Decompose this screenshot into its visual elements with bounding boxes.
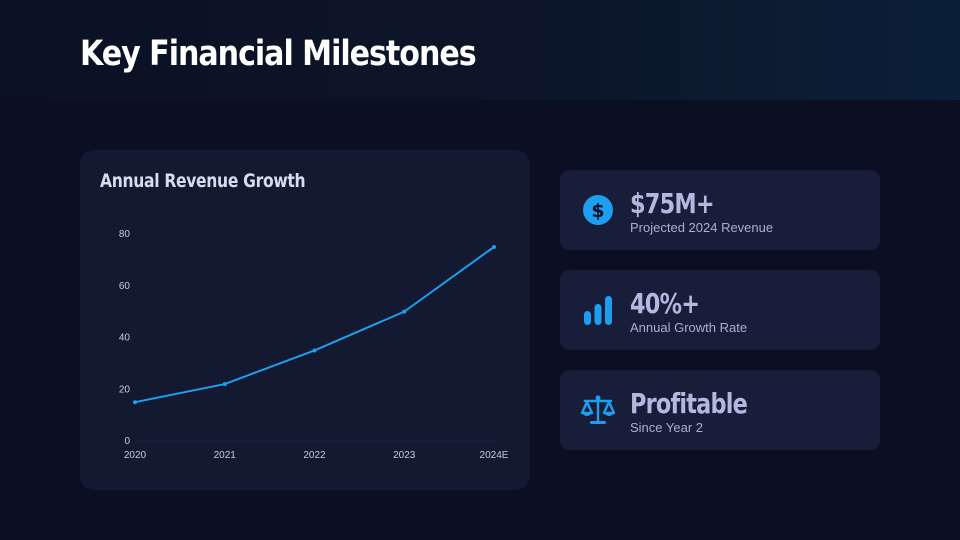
stat-value: $75M+ (630, 187, 715, 220)
data-point (402, 309, 407, 314)
x-tick-label: 2023 (393, 450, 416, 461)
revenue-chart-card: Annual Revenue Growth 0 20 40 60 80 2020 2021 2… (80, 150, 530, 490)
y-tick-label: 40 (119, 333, 131, 344)
svg-text:$: $ (591, 200, 604, 222)
x-tick-label: 2024E (480, 450, 509, 461)
balance-scale-icon (580, 395, 616, 424)
stat-card-growth: 40%+ Annual Growth Rate (560, 270, 880, 350)
x-tick-label: 2020 (124, 450, 147, 461)
dollar-circle-icon: $ (583, 195, 613, 225)
stat-card-revenue: $ $75M+ Projected 2024 Revenue (560, 170, 880, 250)
stat-card-profitable: Profitable Since Year 2 (560, 370, 880, 450)
y-tick-label: 20 (119, 384, 131, 395)
y-tick-label: 60 (119, 281, 131, 292)
stat-label: Projected 2024 Revenue (630, 220, 774, 235)
data-point (492, 244, 496, 249)
stat-label: Annual Growth Rate (630, 320, 748, 335)
x-tick-label: 2021 (214, 450, 237, 461)
revenue-line-chart: 0 20 40 60 80 2020 2021 2022 2023 2024E (119, 229, 509, 461)
header-band (0, 0, 960, 100)
bar-chart-icon (584, 296, 612, 325)
series-line (134, 246, 495, 404)
data-point (222, 382, 227, 387)
x-tick-label: 2022 (303, 450, 326, 461)
page-title: Key Financial Milestones (80, 34, 477, 74)
y-tick-label: 0 (124, 436, 130, 447)
y-tick-label: 80 (119, 229, 131, 240)
stat-value: 40%+ (630, 287, 700, 320)
stat-value: Profitable (630, 387, 748, 420)
chart-title: Annual Revenue Growth (100, 170, 306, 192)
data-point (312, 348, 317, 353)
stat-label: Since Year 2 (630, 420, 704, 435)
data-point (133, 400, 137, 405)
